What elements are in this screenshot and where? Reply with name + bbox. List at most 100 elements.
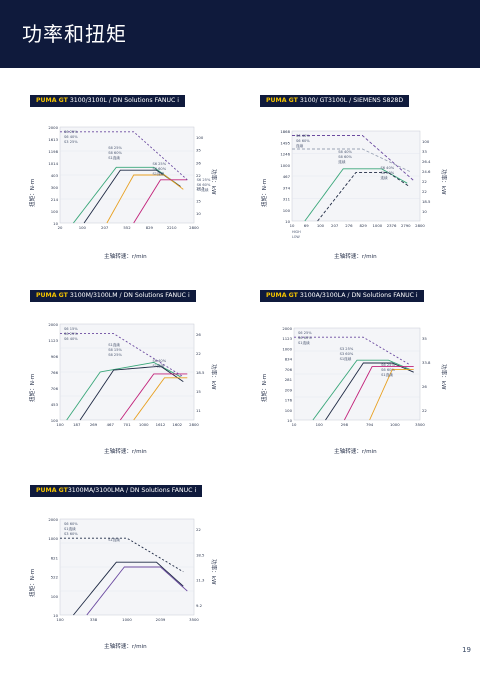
y-tick-power: 24.6 [422, 169, 431, 174]
curve-annotation: S6 60% [108, 151, 122, 155]
curve-annotation: S1连续 [152, 363, 164, 368]
x-tick: 2376 [387, 223, 397, 228]
curve-annotation: S6 25% [197, 178, 211, 182]
curve-annotation: S6 15% [64, 327, 78, 331]
panel-model: 3100A/3100LA / DN Solutions FANUC i [297, 292, 418, 299]
y-tick-power: 35 [196, 148, 201, 153]
page-number: 19 [462, 646, 471, 654]
x-tick: 2800 [189, 225, 199, 230]
x-tick: 3500 [189, 617, 199, 622]
y-tick-torque: 1123 [282, 336, 292, 341]
y-tick-torque: 100 [283, 208, 291, 213]
curve-line [312, 359, 411, 421]
curve-line [344, 366, 414, 421]
y-axis-label-power: 功率：kW [440, 364, 446, 390]
x-axis-label: 主轴转速：r/min [104, 644, 147, 650]
curve-annotation: S6 25% [152, 162, 166, 166]
curve-line [133, 179, 188, 224]
y-tick-power: 9.2 [196, 603, 203, 608]
curve-annotation: S6 25% [298, 331, 312, 335]
y-tick-power: 10 [196, 211, 201, 216]
x-tick: 10 [292, 422, 297, 427]
curve-line [294, 336, 411, 366]
chart-panel-5: PUMA GT3100MA/3100LMA / DN Solutions FAN… [30, 485, 222, 660]
y-tick-torque: 1613 [48, 137, 58, 142]
y-tick-torque: 1246 [280, 152, 290, 157]
y-tick-power: 22 [422, 189, 427, 194]
x-tick: 467 [107, 422, 115, 427]
torque-power-chart: 2000 1123 1000 834 706 281 209 176 100 10 35 33.8 26… [282, 326, 431, 427]
curve-annotation: S6 25% [64, 332, 78, 336]
x-tick: 10 [290, 223, 295, 228]
curve-annotation: S3 60% [64, 532, 78, 536]
curve-annotation: S3 25% [64, 140, 78, 144]
panel-title: PUMA GT 3100A/3100LA / DN Solutions FANU… [260, 290, 424, 302]
y-tick-torque: 100 [51, 418, 59, 423]
x-tick: 69 [304, 223, 309, 228]
y-tick-power: 22 [196, 527, 201, 532]
panel-title: PUMA GT3100MA/3100LMA / DN Solutions FAN… [30, 485, 203, 497]
y-tick-power: 18.5 [422, 199, 431, 204]
panel-brand: PUMA GT [266, 97, 298, 104]
y-axis-label-torque: 扭矩：N·m [262, 373, 268, 402]
y-tick-torque: 214 [51, 197, 59, 202]
page-header: 功率和扭矩 [0, 0, 480, 68]
curve-annotation: S1连续 [108, 155, 120, 160]
curve-annotation: S6 40% [152, 359, 166, 363]
y-tick-torque: 209 [285, 387, 293, 392]
curve-annotation: S1连续 [108, 537, 120, 542]
curve-annotation: S6 25% [108, 146, 122, 150]
y-tick-torque: 374 [283, 185, 291, 190]
y-axis-label-power: 功率：kW [440, 169, 446, 195]
y-tick-torque: 281 [285, 377, 293, 382]
x-tick: 2790 [401, 223, 411, 228]
y-tick-power: 18.5 [196, 552, 205, 557]
y-tick-torque: 300 [51, 185, 59, 190]
y-tick-torque: 1123 [48, 338, 58, 343]
curve-annotation: S6 15% [108, 348, 122, 352]
y-tick-torque: 467 [283, 174, 291, 179]
x-tick: 701 [123, 422, 131, 427]
y-tick-power: 35 [422, 336, 427, 341]
y-tick-power: 15 [196, 198, 201, 203]
curve-annotation: S1连续 [108, 342, 120, 347]
x-tick: 207 [331, 223, 339, 228]
y-tick-power: 22 [422, 179, 427, 184]
x-tick: 298 [341, 422, 349, 427]
curve-annotation: S1连续 [197, 187, 209, 192]
curve-annotation: S6 60% [152, 167, 166, 171]
curve-annotation: S6 60% [381, 368, 395, 372]
y-tick-power: 18.5 [196, 370, 205, 375]
y-tick-power: 22 [196, 173, 201, 178]
x-axis-label: 主轴转速：r/min [104, 254, 147, 260]
y-tick-torque: 176 [285, 398, 293, 403]
y-tick-torque: 2000 [48, 517, 58, 522]
panel-brand: PUMA GT [266, 292, 298, 299]
curve-line [369, 368, 414, 421]
y-axis-label-power: 功率：kW [210, 559, 216, 585]
y-tick-torque: 10 [53, 221, 58, 226]
y-axis-label-torque: 扭矩：N·m [30, 373, 36, 402]
y-tick-power: 26.4 [422, 159, 431, 164]
x-tick: 1000 [372, 223, 382, 228]
chart-panel-2: PUMA GT 3100/ GT3100L / SIEMENS S828D 18… [260, 95, 452, 270]
curve-annotation: S1连续 [340, 356, 352, 361]
y-tick-torque: 1014 [48, 161, 58, 166]
legend-label: LOW [292, 235, 300, 239]
y-tick-torque: 834 [285, 357, 293, 362]
curve-annotation: S1连续 [64, 526, 76, 531]
panel-model: 3100/ GT3100L / SIEMENS S828D [297, 97, 404, 104]
panel-model: 3100MA/3100LMA / DN Solutions FANUC i [67, 487, 197, 494]
x-tick: 1000 [122, 617, 132, 622]
y-axis-label-torque: 扭矩：N·m [30, 568, 36, 597]
x-tick: 829 [146, 225, 154, 230]
legend-label: HIGH [292, 230, 301, 234]
y-axis-label-torque: 扭矩：N·m [262, 178, 268, 207]
y-tick-torque: 1495 [280, 140, 290, 145]
x-tick: 1612 [156, 422, 166, 427]
x-tick: 2800 [189, 422, 199, 427]
curve-line [60, 333, 184, 378]
curve-line [292, 135, 414, 181]
y-tick-torque: 706 [51, 386, 59, 391]
curve-annotation: S6 40% [64, 337, 78, 341]
